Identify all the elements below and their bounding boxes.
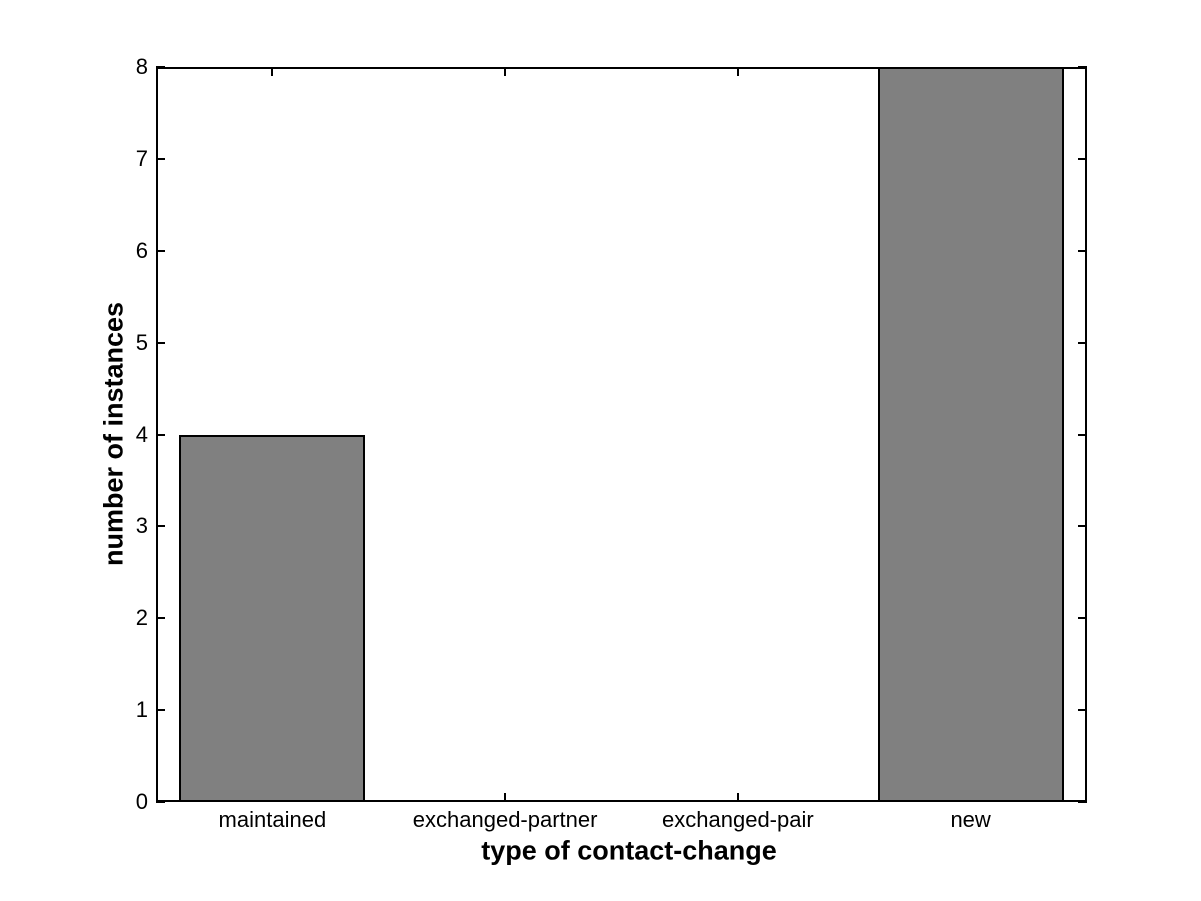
y-tick-mark — [1078, 525, 1087, 528]
y-tick-mark — [156, 341, 165, 344]
y-tick-mark — [1078, 617, 1087, 620]
x-tick-label: new — [950, 807, 991, 832]
y-tick-label: 1 — [135, 697, 148, 723]
y-tick-label: 3 — [135, 513, 148, 539]
y-tick-mark — [156, 157, 165, 160]
x-tick-label: exchanged-pair — [662, 807, 814, 832]
y-tick-mark — [1078, 249, 1087, 252]
y-tick-mark — [1078, 157, 1087, 160]
x-tick-label: exchanged-partner — [412, 807, 598, 832]
y-tick-mark — [1078, 66, 1087, 68]
y-tick-mark — [156, 66, 165, 68]
y-tick-mark — [156, 525, 165, 528]
y-tick-label: 4 — [135, 421, 148, 447]
y-tick-mark — [156, 249, 165, 252]
y-tick-label: 7 — [135, 145, 148, 171]
x-axis-label: type of contact-change — [481, 835, 777, 866]
y-tick-mark — [1078, 341, 1087, 344]
y-tick-label: 2 — [135, 605, 148, 631]
y-tick-mark — [1078, 709, 1087, 712]
y-tick-label: 8 — [135, 54, 148, 79]
y-tick-mark — [156, 709, 165, 712]
y-tick-mark — [156, 801, 165, 803]
bar-new — [877, 67, 1064, 802]
x-tick-mark — [504, 67, 507, 76]
x-tick-mark — [271, 67, 274, 76]
y-tick-mark — [156, 617, 165, 620]
y-tick-label: 5 — [135, 329, 148, 355]
x-tick-label: maintained — [218, 807, 327, 832]
plot-area — [156, 66, 1087, 803]
x-tick-mark — [504, 793, 507, 802]
x-tick-mark — [736, 793, 739, 802]
y-tick-mark — [1078, 801, 1087, 803]
x-tick-mark — [736, 67, 739, 76]
y-tick-mark — [156, 433, 165, 436]
bar-maintained — [179, 434, 366, 802]
y-tick-mark — [1078, 433, 1087, 436]
y-tick-label: 6 — [135, 237, 148, 263]
y-tick-label: 0 — [135, 789, 148, 814]
